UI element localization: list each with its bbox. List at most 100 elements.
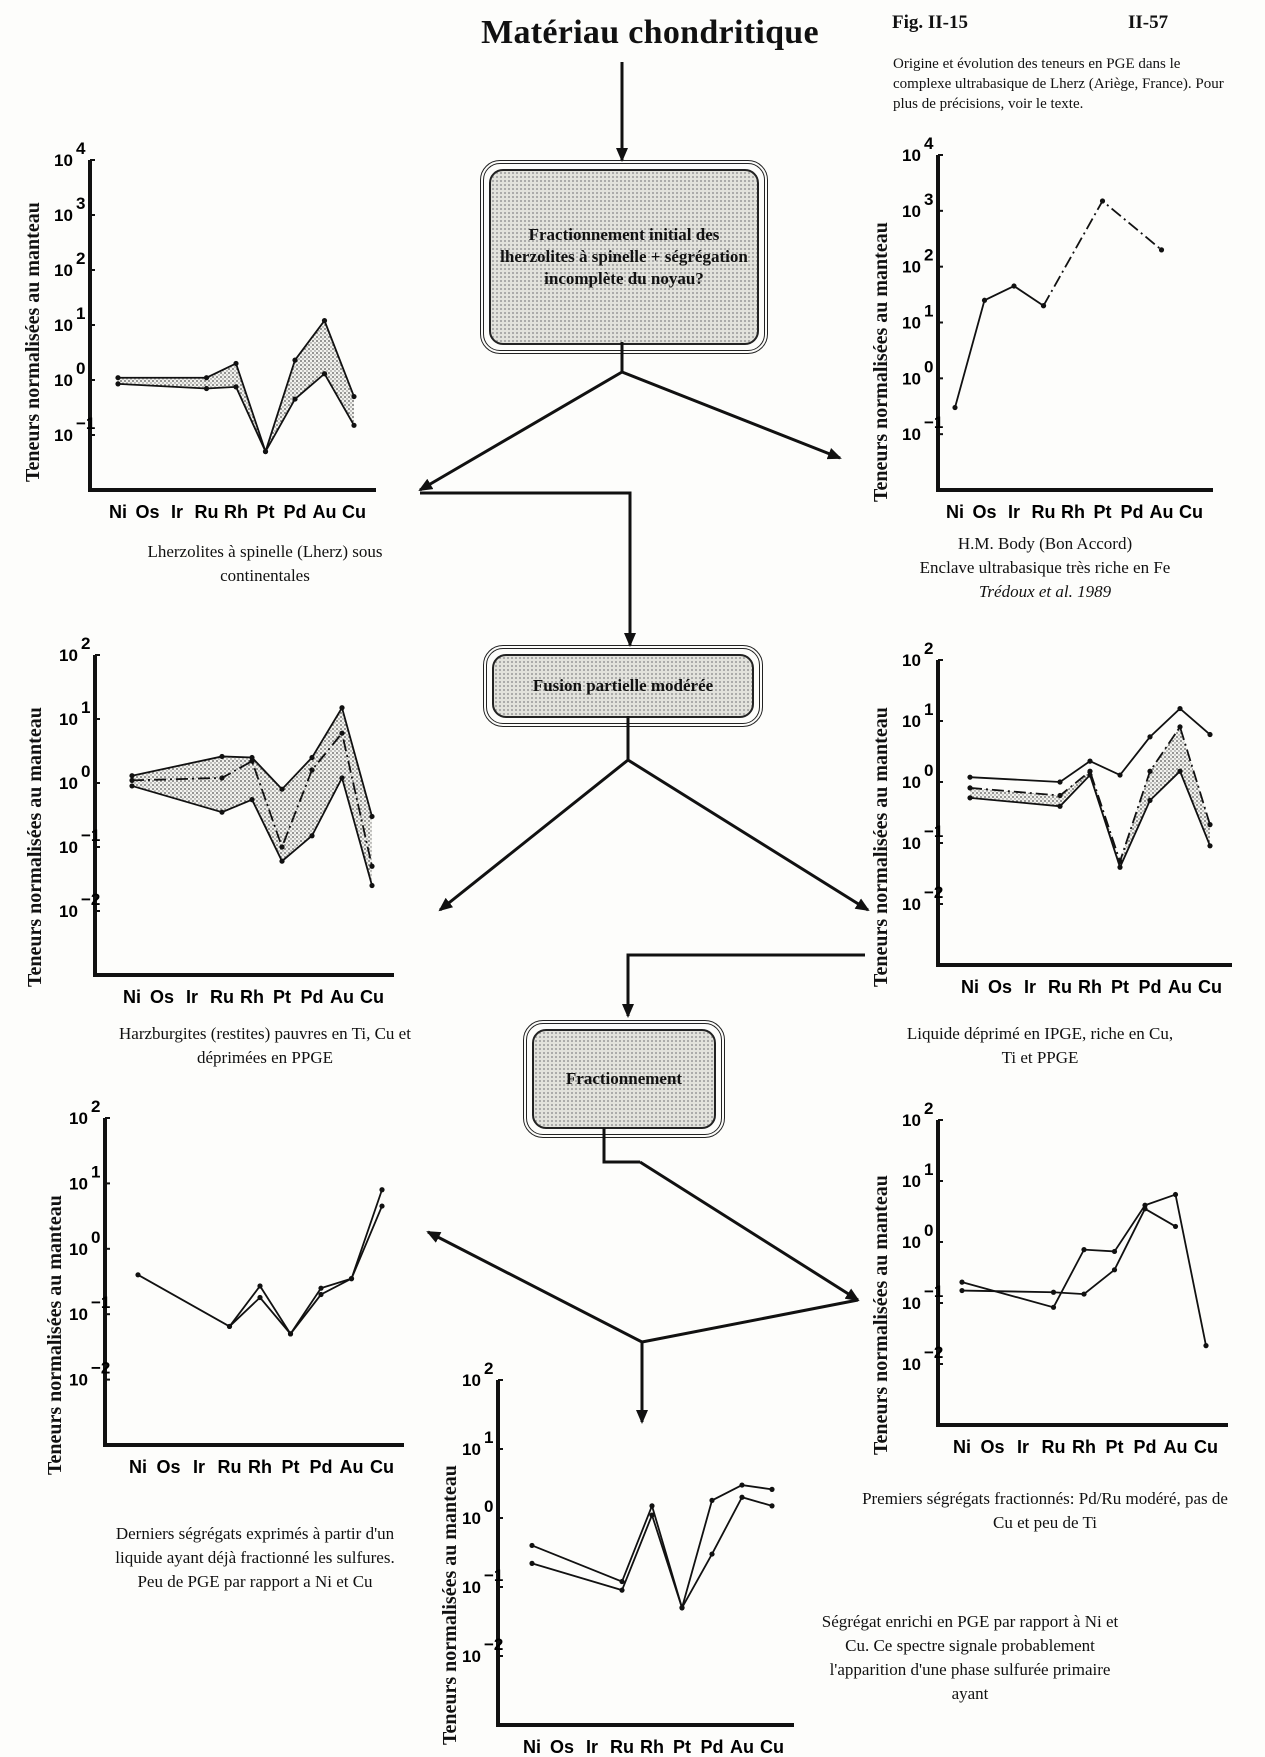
data-point (379, 1187, 385, 1193)
y-tick-label: 10 (902, 712, 921, 731)
x-tick-label: Rh (640, 1737, 664, 1757)
x-tick-label: Os (988, 977, 1012, 997)
caption-text: Liquide déprimé en IPGE, riche en Cu, Ti… (906, 1024, 1174, 1067)
y-tick-exponent: 1 (76, 304, 85, 323)
data-point (739, 1482, 745, 1488)
x-tick-label: Ni (109, 502, 127, 522)
data-point (257, 1283, 263, 1289)
data-point (321, 371, 328, 377)
arrow-to-harzburgites (438, 758, 629, 912)
y-tick-exponent: 2 (924, 1099, 933, 1118)
caption-line: Enclave ultrabasique très riche en Fe (919, 558, 1171, 577)
x-tick-label: Au (340, 1457, 364, 1477)
x-tick-label: Pd (700, 1737, 723, 1757)
y-tick-label: 10 (902, 651, 921, 670)
x-tick-label: Au (313, 502, 337, 522)
y-tick-label: 10 (462, 1647, 481, 1666)
y-tick-exponent: 1 (484, 1428, 493, 1447)
data-point (1087, 758, 1093, 764)
x-tick-label: Cu (370, 1457, 394, 1477)
data-point (769, 1503, 775, 1509)
data-point (967, 774, 973, 780)
x-tick-label: Os (150, 987, 174, 1007)
data-point (233, 384, 239, 390)
figure-number: Fig. II-15 (892, 12, 968, 33)
x-tick-label: Ir (193, 1457, 205, 1477)
x-tick-label: Au (730, 1737, 754, 1757)
x-tick-label: Os (980, 1437, 1004, 1457)
y-tick-label: 10 (902, 202, 921, 221)
y-tick-label: 10 (69, 1109, 88, 1128)
y-tick-label: 10 (902, 773, 921, 792)
data-point (1177, 768, 1183, 774)
data-point (339, 730, 345, 736)
x-tick-label: Rh (248, 1457, 272, 1477)
data-point (709, 1551, 715, 1557)
flow-arrows (418, 62, 870, 1424)
data-point (309, 754, 315, 761)
y-tick-label: 10 (462, 1371, 481, 1390)
data-point (1111, 1248, 1118, 1255)
y-tick-label: 10 (902, 1294, 921, 1313)
x-tick-label: Rh (1078, 977, 1102, 997)
x-tick-label: Os (156, 1457, 180, 1477)
data-point (769, 1486, 775, 1492)
y-tick-label: 10 (902, 146, 921, 165)
x-tick-label: Pd (283, 502, 306, 522)
x-tick-label: Pd (1133, 1437, 1156, 1457)
data-point (1087, 772, 1093, 778)
data-point (1158, 247, 1165, 253)
data-point (219, 775, 225, 781)
data-point (1057, 779, 1063, 785)
data-point (679, 1605, 685, 1611)
y-tick-label: 10 (69, 1174, 88, 1193)
x-tick-label: Pt (1111, 977, 1129, 997)
data-point (318, 1291, 324, 1298)
y-tick-exponent: −2 (81, 890, 100, 909)
data-point (379, 1203, 385, 1209)
x-tick-label: Ni (953, 1437, 971, 1457)
data-point (249, 797, 255, 803)
data-point (649, 1512, 655, 1518)
data-point (1177, 705, 1183, 712)
x-tick-label: Ru (1032, 502, 1056, 522)
arrow-to-derniers-seg (641, 1298, 859, 1344)
y-tick-exponent: −2 (484, 1635, 503, 1654)
data-point (287, 1331, 294, 1337)
y-tick-exponent: 3 (924, 190, 933, 209)
data-point (981, 297, 988, 303)
data-point (1081, 1247, 1087, 1253)
data-point (1207, 822, 1213, 828)
x-tick-label: Ir (1024, 977, 1036, 997)
data-point (1177, 724, 1183, 730)
data-point (309, 833, 315, 839)
y-tick-exponent: 1 (91, 1162, 100, 1181)
y-tick-exponent: 2 (924, 246, 933, 265)
data-point (1142, 1206, 1148, 1212)
x-tick-label: Ir (186, 987, 198, 1007)
x-tick-label: Pt (273, 987, 291, 1007)
y-tick-label: 10 (54, 151, 73, 170)
arrow-liquide-to-box3 (622, 953, 865, 1018)
process-box-fusion-partielle: Fusion partielle modérée (483, 645, 763, 727)
y-tick-exponent: 1 (924, 1160, 933, 1179)
data-point (1203, 1343, 1209, 1349)
caption-premiers: Premiers ségrégats fractionnés: Pd/Ru mo… (855, 1487, 1235, 1535)
data-point (249, 754, 255, 761)
caption-text: Ségrégat enrichi en PGE par rapport à Ni… (821, 1612, 1119, 1703)
data-point (115, 381, 121, 387)
y-tick-label: 10 (902, 258, 921, 277)
y-tick-label: 10 (902, 369, 921, 388)
process-box-label: Fractionnement initial des lherzolites à… (489, 169, 759, 345)
y-tick-label: 10 (902, 1111, 921, 1130)
shaded-band (132, 707, 372, 886)
data-point (369, 813, 375, 820)
data-point (967, 795, 973, 801)
y-tick-exponent: 0 (91, 1228, 100, 1247)
data-point (351, 422, 357, 428)
